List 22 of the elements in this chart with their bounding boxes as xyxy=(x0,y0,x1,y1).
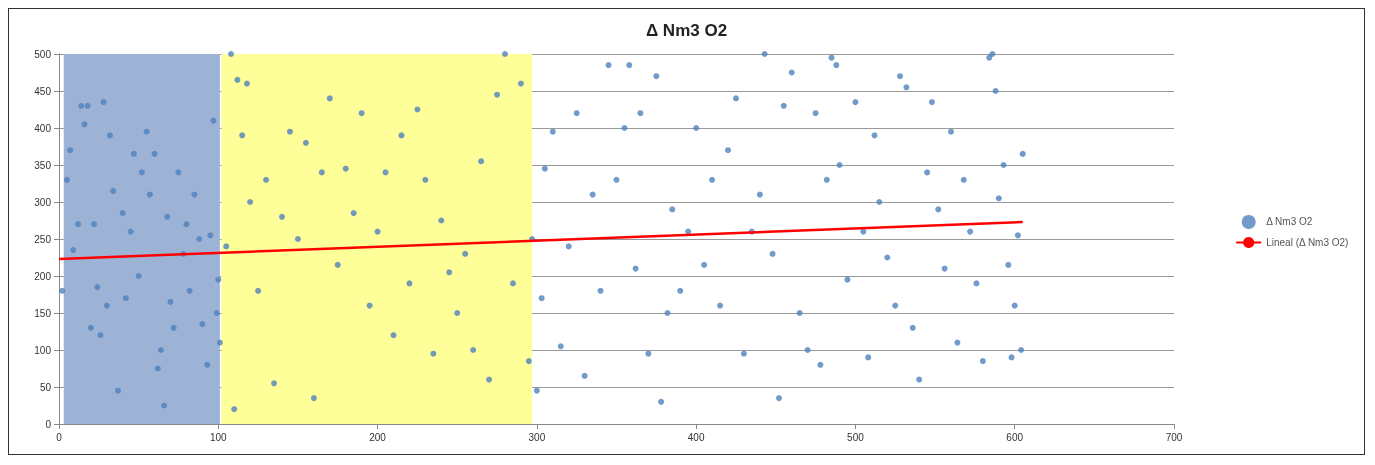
x-tick-label: 600 xyxy=(1006,431,1024,443)
y-tick-label: 400 xyxy=(34,122,52,134)
legend-label: Lineal (Δ Nm3 O2) xyxy=(1266,237,1349,248)
x-tick-label: 400 xyxy=(687,431,705,443)
x-tick-label: 0 xyxy=(56,431,63,443)
y-tick-label: 300 xyxy=(34,196,52,208)
y-tick-label: 150 xyxy=(34,307,52,319)
y-tick-label: 100 xyxy=(34,344,52,356)
x-tick-label: 100 xyxy=(209,431,228,443)
y-tick-label: 50 xyxy=(39,381,52,393)
legend-label: Δ Nm3 O2 xyxy=(1266,216,1313,228)
chart-title: Δ Nm3 O2 xyxy=(645,21,728,40)
y-tick-label: 350 xyxy=(34,159,52,171)
y-tick-label: 0 xyxy=(45,418,52,430)
y-tick-label: 500 xyxy=(34,48,52,60)
x-tick-label: 200 xyxy=(369,431,387,443)
y-tick-label: 250 xyxy=(34,233,52,245)
x-tick-label: 500 xyxy=(847,431,865,443)
y-tick-label: 450 xyxy=(34,85,52,97)
x-tick-label: 700 xyxy=(1165,431,1183,443)
x-tick-label: 300 xyxy=(528,431,546,443)
y-tick-label: 200 xyxy=(34,270,52,282)
